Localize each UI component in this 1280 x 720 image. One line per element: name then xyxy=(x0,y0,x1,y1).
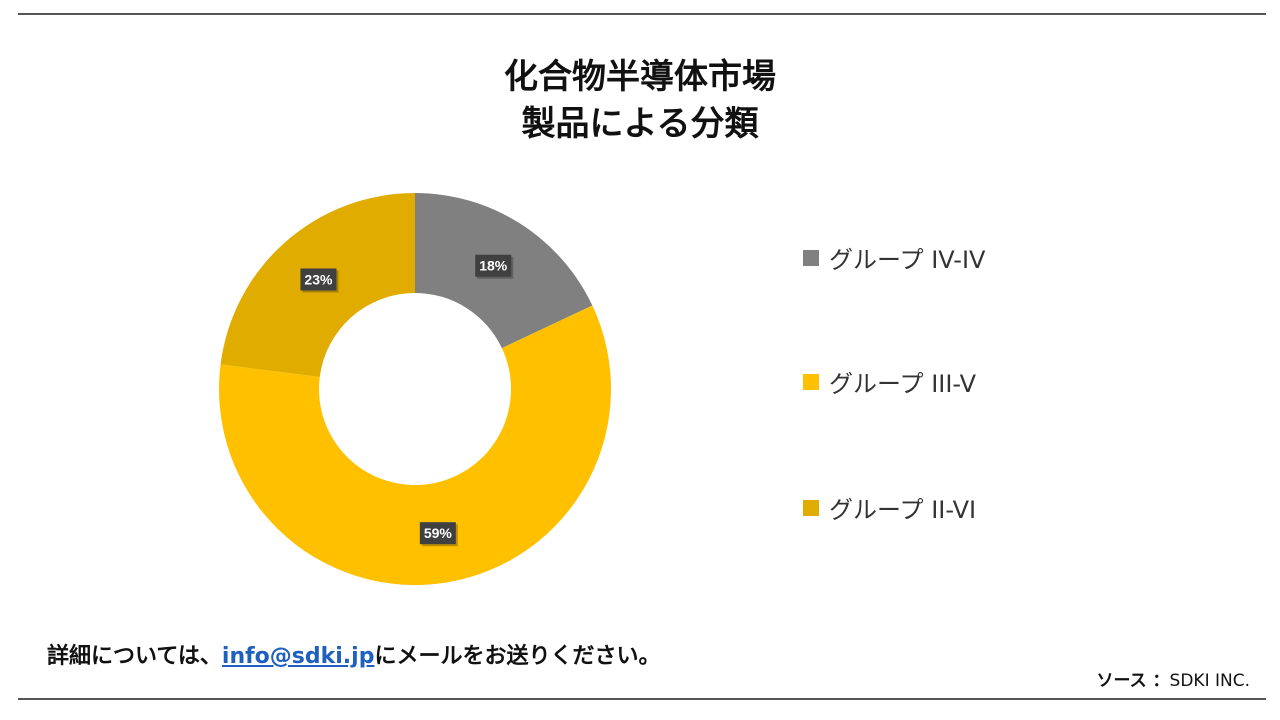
source-credit: ソース ：SDKI INC. xyxy=(1096,666,1250,691)
source-value: SDKI INC. xyxy=(1169,671,1250,691)
contact-note: 詳細については、info@sdki.jpにメールをお送りください。 xyxy=(47,638,660,670)
contact-email-link[interactable]: info@sdki.jp xyxy=(221,644,375,669)
data-label-text-iv-iv: 18% xyxy=(479,258,508,274)
data-label-text-iii-v: 59% xyxy=(424,525,453,541)
top-rule xyxy=(18,13,1266,15)
bottom-rule xyxy=(18,698,1266,700)
legend-swatch-iv-iv xyxy=(803,249,819,266)
chart-title-line1: 化合物半導体市場 xyxy=(504,57,776,97)
data-label-iv-iv: 18% xyxy=(475,254,514,279)
slice-iii-v xyxy=(219,305,611,586)
data-label-iii-v: 59% xyxy=(419,522,458,547)
donut-chart: 18% 59% 23% xyxy=(219,193,611,586)
legend-label-iii-v: グループ III-V xyxy=(829,370,977,398)
contact-note-prefix: 詳細については、 xyxy=(47,644,222,669)
chart-title-line2: 製品による分類 xyxy=(521,104,759,144)
legend-item-iii-v: グループ III-V xyxy=(803,364,976,399)
data-label-ii-vi: 23% xyxy=(300,268,339,293)
legend-swatch-ii-vi xyxy=(803,499,819,516)
contact-note-suffix: にメールをお送りください。 xyxy=(374,644,661,669)
legend-item-ii-vi: グループ II-VI xyxy=(803,490,976,525)
data-label-text-ii-vi: 23% xyxy=(304,271,333,287)
legend-label-ii-vi: グループ II-VI xyxy=(829,496,977,524)
legend-label-iv-iv: グループ IV-IV xyxy=(829,246,986,274)
legend-swatch-iii-v xyxy=(803,373,819,390)
legend-item-iv-iv: グループ IV-IV xyxy=(803,240,985,275)
source-label: ソース ： xyxy=(1096,671,1170,691)
